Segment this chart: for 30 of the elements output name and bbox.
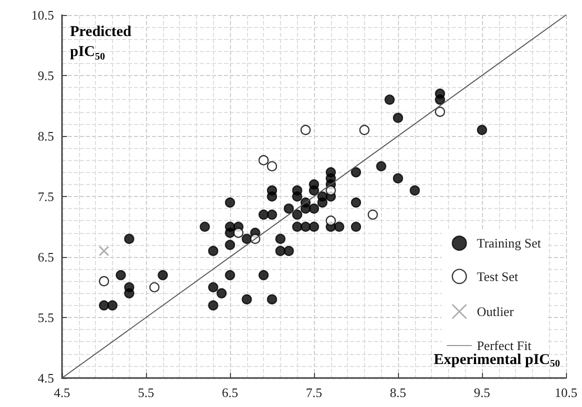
- x-tick-label: 7.5: [306, 385, 322, 400]
- point: [434, 106, 446, 117]
- y-tick-label: 5.5: [38, 310, 54, 325]
- point: [149, 282, 160, 292]
- point: [326, 185, 336, 196]
- y-tick-label: 9.5: [38, 68, 54, 83]
- x-tick-label: 9.5: [474, 385, 490, 400]
- x-tick-label: 10.5: [554, 385, 578, 400]
- point: [359, 124, 370, 136]
- point: [98, 276, 110, 286]
- x-tick-label: 4.5: [54, 385, 70, 400]
- x-tick-label: 6.5: [222, 385, 238, 400]
- legend-label: Perfect Fit: [476, 338, 532, 353]
- y-tick-label: 6.5: [38, 250, 54, 264]
- point: [233, 228, 244, 238]
- legend-label: Test Set: [476, 268, 519, 284]
- y-tick-label: 8.5: [38, 128, 54, 144]
- x-tick-label: 8.5: [390, 385, 406, 400]
- point: [300, 124, 311, 136]
- point: [266, 161, 278, 172]
- point: [258, 155, 269, 166]
- x-tick-label: 5.5: [138, 385, 154, 400]
- legend-label: Outlier: [476, 304, 514, 319]
- y-tick-label: 4.5: [38, 370, 54, 386]
- point: [368, 210, 378, 220]
- y-tick-label: 10.5: [31, 8, 54, 22]
- point: [326, 216, 336, 226]
- y-tick-label: 7.5: [38, 189, 54, 204]
- legend-label: Training Set: [476, 236, 542, 251]
- point: [98, 246, 110, 256]
